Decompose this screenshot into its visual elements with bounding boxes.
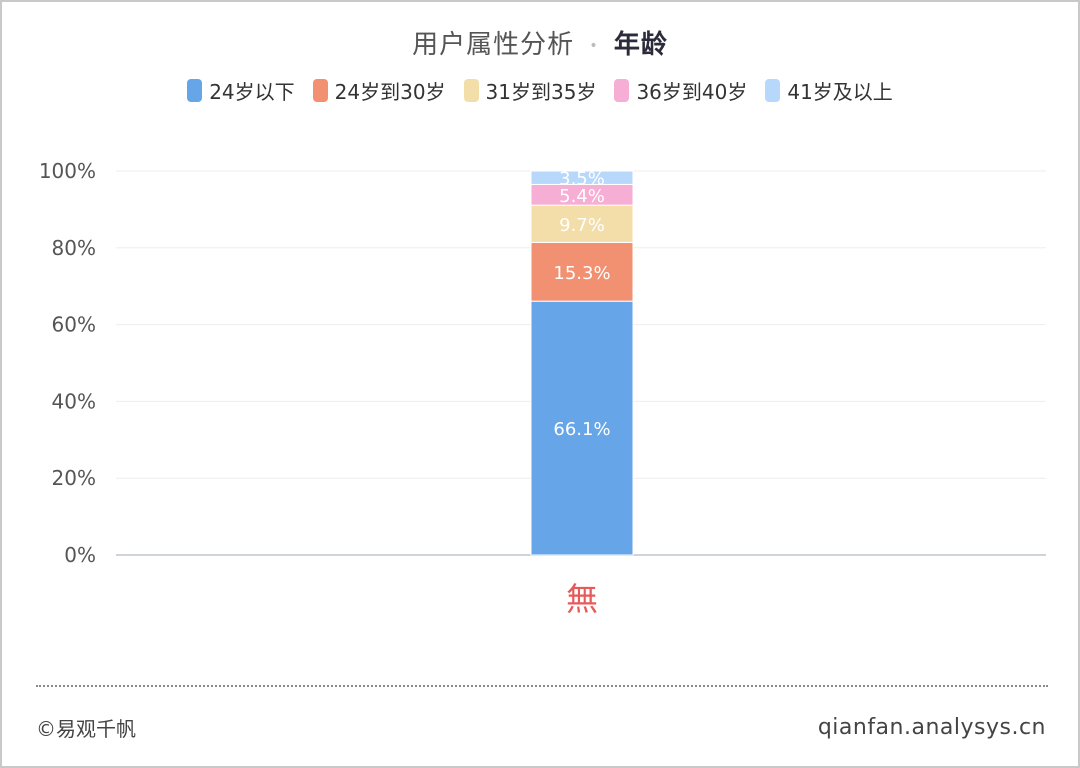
legend-item[interactable]: 31岁到35岁 (463, 76, 597, 105)
legend-label: 41岁及以上 (787, 80, 893, 104)
data-label: 15.3% (553, 263, 610, 284)
chart-legend: 24岁以下 24岁到30岁 31岁到35岁 36岁到40岁 41岁及以上 (2, 76, 1078, 105)
data-label: 5.4% (559, 186, 605, 207)
data-label: 9.7% (559, 215, 605, 236)
site-url: qianfan.analysys.cn (817, 715, 1046, 740)
y-tick-label: 60% (52, 313, 96, 337)
legend-swatch (614, 79, 630, 102)
legend-item[interactable]: 36岁到40岁 (614, 76, 747, 105)
bar-segment (530, 170, 634, 185)
legend-swatch (463, 79, 479, 102)
legend-label: 31岁到35岁 (485, 80, 597, 104)
copyright-text: ©易观千帆 (36, 717, 136, 741)
x-category-label: 無 (566, 580, 598, 618)
footer-divider (36, 685, 1048, 687)
bar-segment (530, 241, 634, 302)
legend-label: 24岁到30岁 (334, 80, 446, 104)
legend-item[interactable]: 24岁到30岁 (312, 76, 446, 105)
legend-swatch (765, 79, 781, 102)
y-tick-label: 0% (64, 543, 96, 567)
bar-segment (530, 300, 634, 556)
legend-swatch (312, 79, 328, 102)
legend-label: 36岁到40岁 (636, 80, 748, 104)
legend-swatch (187, 79, 203, 102)
legend-item[interactable]: 24岁以下 (187, 76, 295, 105)
data-label: 66.1% (553, 419, 610, 440)
bar-segment (530, 204, 634, 243)
y-tick-label: 40% (52, 389, 96, 413)
title-main: 用户属性分析 (412, 30, 575, 60)
title-separator: • (589, 37, 599, 54)
title-subtitle: 年龄 (613, 30, 668, 60)
legend-item[interactable]: 41岁及以上 (765, 76, 893, 105)
y-tick-label: 20% (52, 466, 96, 490)
y-tick-label: 80% (52, 236, 96, 260)
chart-title: 用户属性分析 • 年龄 (2, 24, 1078, 61)
legend-label: 24岁以下 (209, 80, 295, 104)
y-tick-label: 100% (39, 159, 96, 183)
data-label: 3.5% (559, 169, 605, 190)
